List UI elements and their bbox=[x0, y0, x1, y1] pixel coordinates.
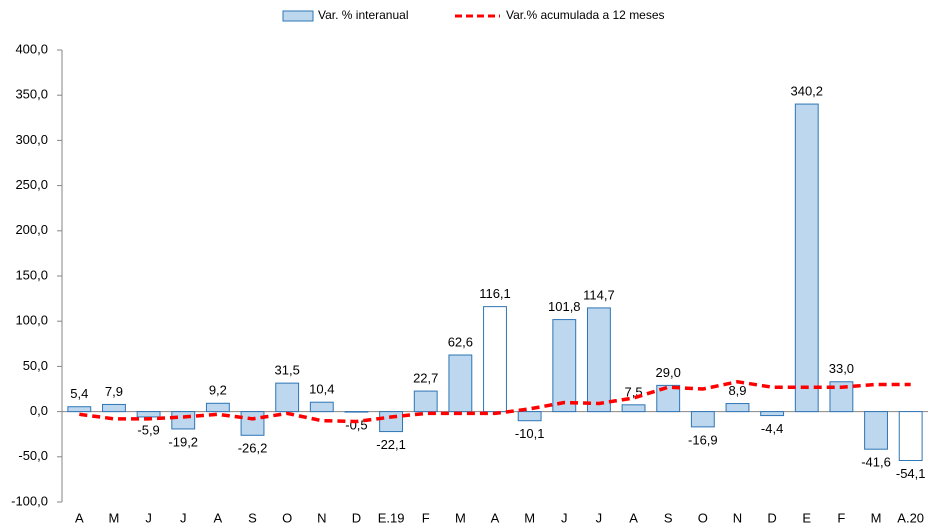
bar bbox=[898, 411, 923, 462]
x-tick-label: F bbox=[837, 510, 845, 525]
data-label: -16,9 bbox=[688, 432, 718, 447]
y-tick-label: 0,0 bbox=[30, 403, 48, 418]
bar bbox=[760, 411, 785, 417]
x-tick-label: J bbox=[145, 510, 152, 525]
data-label: 5,4 bbox=[70, 386, 88, 401]
bar bbox=[309, 401, 334, 413]
x-tick-label: F bbox=[422, 510, 430, 525]
data-label: 22,7 bbox=[413, 371, 438, 386]
data-label: -26,2 bbox=[238, 441, 268, 456]
bar bbox=[344, 411, 369, 413]
x-tick-label: A bbox=[629, 510, 638, 525]
x-tick-label: M bbox=[524, 510, 535, 525]
bar bbox=[864, 411, 888, 450]
bar bbox=[275, 382, 300, 413]
y-tick-label: 400,0 bbox=[15, 41, 48, 56]
y-tick-label: 300,0 bbox=[15, 132, 48, 147]
data-label: 29,0 bbox=[656, 365, 681, 380]
line bbox=[79, 379, 911, 424]
bar bbox=[379, 411, 404, 433]
x-tick-label: E bbox=[802, 510, 811, 525]
bar bbox=[656, 384, 681, 413]
y-tick-label: 100,0 bbox=[15, 313, 48, 328]
data-label: -22,1 bbox=[376, 437, 406, 452]
x-tick-label: O bbox=[698, 510, 708, 525]
bar bbox=[136, 411, 161, 418]
y-tick-label: -50,0 bbox=[18, 448, 48, 463]
legend-label: Var. % interanual bbox=[318, 8, 409, 22]
data-label: 114,7 bbox=[583, 287, 615, 302]
x-tick-label: N bbox=[733, 510, 742, 525]
x-tick-label: E.19 bbox=[378, 510, 405, 525]
legend-swatch-bar bbox=[282, 10, 314, 22]
data-label: -5,9 bbox=[137, 422, 159, 437]
y-tick-label: 150,0 bbox=[15, 267, 48, 282]
data-label: 340,2 bbox=[790, 83, 823, 98]
bar bbox=[448, 354, 473, 413]
data-label: 116,1 bbox=[479, 286, 511, 301]
data-label: 9,2 bbox=[209, 383, 227, 398]
data-label: 7,9 bbox=[105, 384, 123, 399]
bar bbox=[413, 390, 438, 413]
bar bbox=[517, 411, 542, 422]
x-tick-label: D bbox=[352, 510, 361, 525]
data-label: -19,2 bbox=[168, 434, 198, 449]
bar bbox=[483, 306, 507, 413]
y-tick-label: 250,0 bbox=[15, 177, 48, 192]
y-tick-label: 50,0 bbox=[23, 358, 48, 373]
x-tick-label: A bbox=[75, 510, 84, 525]
bar bbox=[621, 404, 646, 413]
data-label: -10,1 bbox=[515, 426, 545, 441]
x-tick-label: J bbox=[561, 510, 568, 525]
bar bbox=[725, 403, 750, 413]
data-label: -4,4 bbox=[761, 421, 783, 436]
bar bbox=[171, 411, 196, 430]
x-tick-label: A bbox=[491, 510, 500, 525]
bar bbox=[829, 381, 854, 413]
bar bbox=[102, 403, 126, 413]
x-tick-label: M bbox=[109, 510, 120, 525]
data-label: 101,8 bbox=[548, 299, 581, 314]
y-tick-label: 200,0 bbox=[15, 222, 48, 237]
bar bbox=[586, 307, 611, 413]
x-tick-label: A bbox=[214, 510, 223, 525]
legend-label: Var.% acumulada a 12 meses bbox=[506, 8, 665, 22]
data-label: -54,1 bbox=[896, 466, 926, 481]
x-tick-label: N bbox=[317, 510, 326, 525]
x-tick-label: J bbox=[596, 510, 603, 525]
bar bbox=[690, 411, 715, 428]
x-tick-label: O bbox=[282, 510, 292, 525]
data-label: 10,4 bbox=[309, 382, 334, 397]
data-label: 33,0 bbox=[829, 361, 854, 376]
y-tick-label: -100,0 bbox=[11, 493, 48, 508]
x-tick-label: A.20 bbox=[897, 510, 924, 525]
bar bbox=[240, 411, 265, 436]
bar bbox=[205, 402, 230, 413]
bar bbox=[67, 406, 92, 413]
data-label: 31,5 bbox=[275, 363, 300, 378]
x-tick-label: S bbox=[248, 510, 257, 525]
bar bbox=[794, 103, 819, 413]
x-tick-label: M bbox=[871, 510, 882, 525]
x-tick-label: S bbox=[664, 510, 673, 525]
x-tick-label: J bbox=[180, 510, 187, 525]
y-tick-label: 350,0 bbox=[15, 87, 48, 102]
x-tick-label: D bbox=[767, 510, 776, 525]
x-tick-label: M bbox=[455, 510, 466, 525]
data-label: 8,9 bbox=[728, 383, 746, 398]
bar bbox=[552, 319, 577, 413]
data-label: 62,6 bbox=[448, 334, 473, 349]
data-label: -41,6 bbox=[861, 455, 891, 470]
